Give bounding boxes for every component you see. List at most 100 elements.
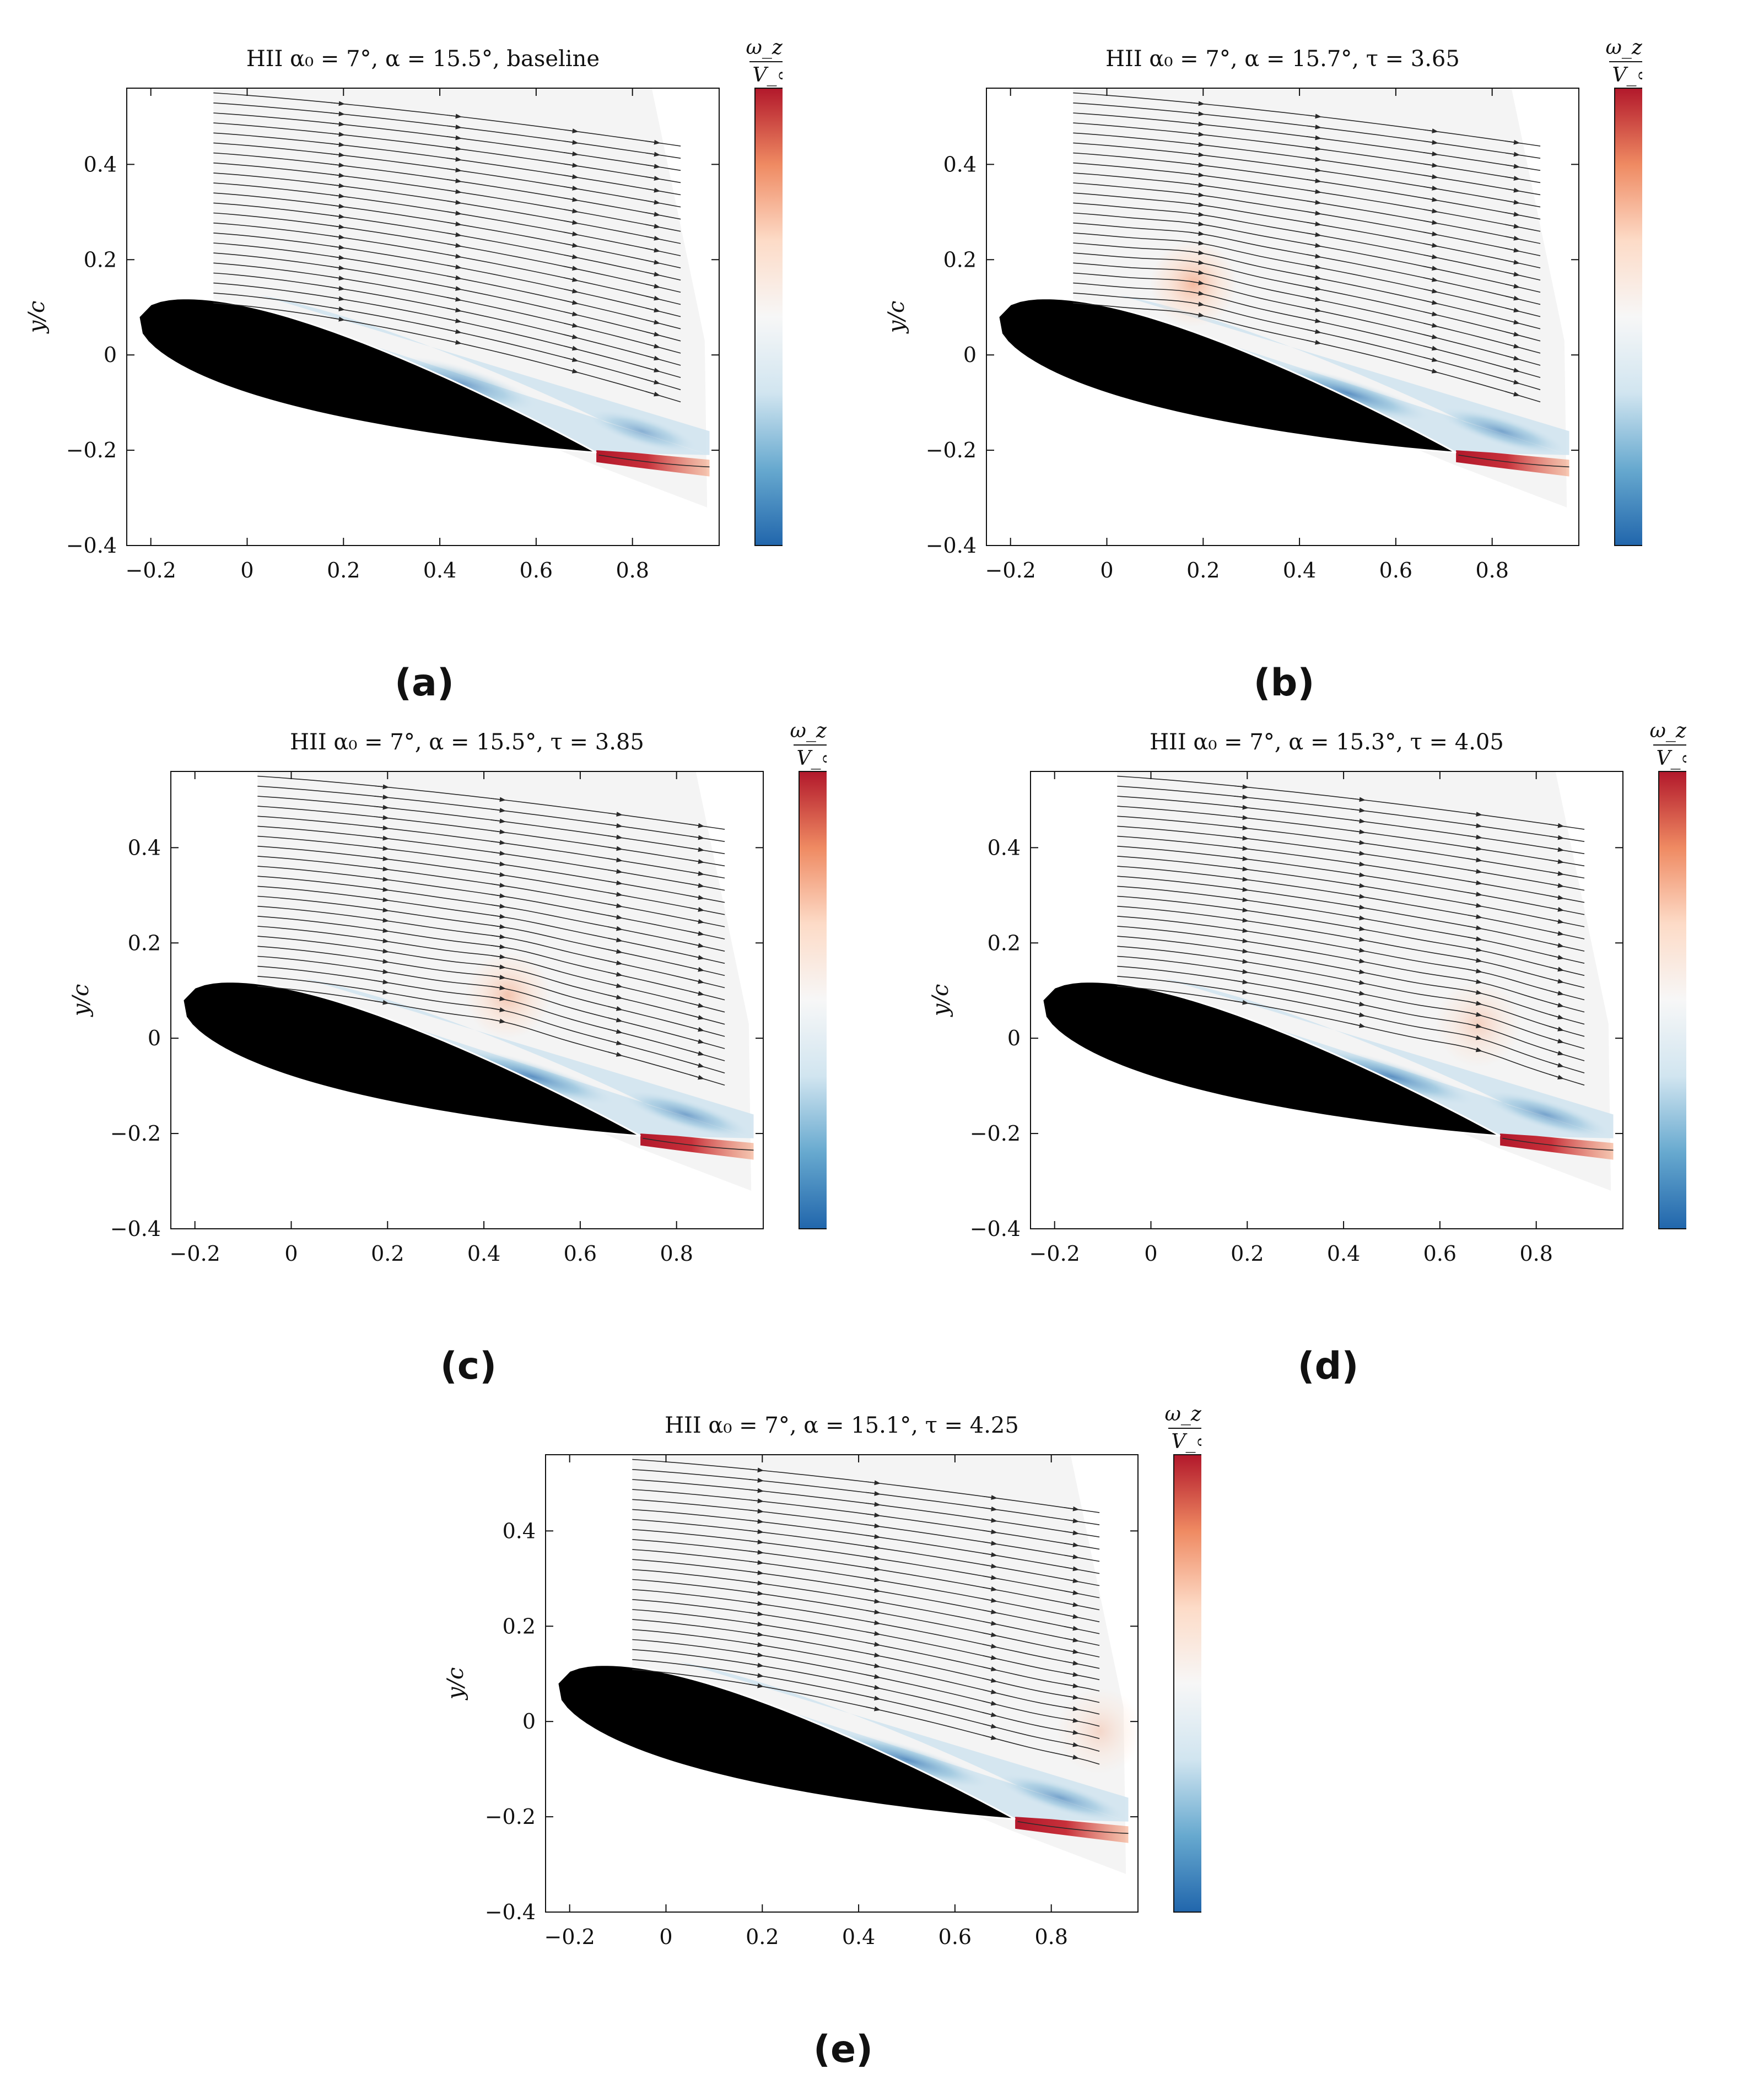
x-tick-label: 0.8 <box>1475 558 1508 582</box>
streamline-arrow <box>1307 156 1321 162</box>
wake-streamline <box>1502 1137 1614 1151</box>
streamline-arrow <box>982 1609 997 1615</box>
streamline-arrow <box>1351 958 1366 964</box>
streamline-arrow <box>374 908 389 912</box>
streamline-arrow <box>1423 151 1438 156</box>
streamline-arrow <box>1190 192 1205 198</box>
streamline-arrow <box>491 840 506 845</box>
streamline-arrow <box>447 318 462 323</box>
streamline <box>1117 946 1585 1037</box>
streamline-arrow <box>1468 834 1482 840</box>
streamline-arrow <box>1234 835 1249 841</box>
streamline-arrow <box>330 142 346 147</box>
y-tick-label: 0.4 <box>84 152 117 176</box>
streamline-arrow <box>1423 197 1438 202</box>
streamlines <box>1117 775 1585 1086</box>
streamline-arrow <box>447 114 462 119</box>
streamline-arrow <box>1351 861 1366 867</box>
streamline <box>257 926 725 1013</box>
streamline <box>213 112 681 171</box>
streamline-arrow <box>1505 139 1520 145</box>
streamline <box>257 825 725 891</box>
streamline-arrow <box>1190 212 1205 217</box>
y-tick-label: −0.4 <box>926 533 977 558</box>
streamline-arrow <box>689 1002 705 1008</box>
streamline-arrow <box>1190 101 1205 106</box>
streamline-arrow <box>689 1038 705 1044</box>
streamline-arrow <box>866 1588 881 1593</box>
streamline-arrow <box>563 368 579 374</box>
streamline-arrow <box>983 1529 997 1535</box>
streamline-arrow <box>374 835 390 841</box>
streamline-arrow <box>866 1674 881 1679</box>
streamline-arrow <box>982 1666 997 1672</box>
streamline-arrow <box>1351 840 1366 845</box>
streamline-arrow <box>1423 300 1438 305</box>
streamline-arrow <box>607 971 623 977</box>
streamline-arrow <box>749 1621 764 1627</box>
streamline-arrow <box>447 307 462 312</box>
streamline-arrow <box>1064 1694 1080 1700</box>
streamline-arrow <box>1351 980 1366 985</box>
streamline-arrow <box>983 1506 997 1511</box>
streamline-arrow <box>1467 1035 1482 1040</box>
streamline-arrow <box>1190 182 1205 188</box>
streamline-arrow <box>645 283 661 289</box>
streamline-arrow <box>1064 1754 1080 1760</box>
streamline-arrow <box>563 300 579 305</box>
x-tick-label: −0.2 <box>544 1925 595 1949</box>
y-tick-label: 0.4 <box>943 152 977 176</box>
streamline-arrow <box>374 938 389 943</box>
streamline <box>1117 976 1585 1073</box>
streamline-arrow <box>689 1074 705 1080</box>
plot-area <box>997 88 1569 507</box>
streamline-arrow <box>1351 1001 1366 1007</box>
streamline-arrow <box>749 1683 764 1688</box>
streamline-arrow <box>645 307 661 313</box>
streamline-arrow <box>491 924 506 930</box>
streamline-arrow <box>1467 1047 1482 1052</box>
streamline-arrow <box>1505 260 1520 265</box>
streamline-arrow <box>645 164 661 169</box>
streamline-arrow <box>491 807 506 813</box>
streamline-arrow <box>866 1556 881 1561</box>
streamline-arrow <box>1549 1025 1565 1032</box>
streamline-arrow <box>982 1678 997 1683</box>
chart-title: HII α₀ = 7°, α = 15.3°, τ = 4.05 <box>1150 730 1504 755</box>
streamline-arrow <box>749 1570 764 1575</box>
wake-vorticity <box>640 1133 754 1160</box>
negative-vorticity-blob <box>1481 1090 1611 1139</box>
positive-vorticity-blob <box>1056 1687 1138 1775</box>
streamline-arrow <box>1190 202 1205 207</box>
streamline-arrow <box>749 1611 764 1617</box>
subfigure-a: HII α₀ = 7°, α = 15.5°, baseline −0.2 0 0.2… <box>0 33 841 617</box>
y-tick-label: 0 <box>1007 1026 1021 1050</box>
x-tick-label: 0.6 <box>520 558 553 582</box>
negative-vorticity-blob <box>586 409 698 453</box>
streamline-arrow <box>982 1723 997 1729</box>
streamline-arrow <box>1468 846 1482 851</box>
streamline-arrow <box>491 893 506 898</box>
streamline-arrow <box>645 331 661 337</box>
streamline-arrow <box>330 306 345 311</box>
colorbar-label-numerator: ω_z c <box>1606 36 1642 59</box>
streamline-arrow <box>330 193 346 198</box>
streamline-arrow <box>564 128 579 134</box>
streamline-arrow <box>564 139 579 145</box>
streamline-arrow <box>982 1689 997 1694</box>
streamline-arrow <box>491 872 506 877</box>
y-tick-label: 0.2 <box>988 931 1021 955</box>
streamline <box>257 936 725 1025</box>
chart-svg: HII α₀ = 7°, α = 15.5°, τ = 3.85 −0.2 0 0.2… <box>68 720 886 1300</box>
streamline-arrow <box>1423 277 1438 282</box>
y-tick-label: 0 <box>148 1026 161 1050</box>
streamline-arrow <box>1064 1706 1080 1711</box>
streamline-arrow <box>1351 818 1366 824</box>
streamline-arrow <box>1468 880 1482 885</box>
x-tick-label: 0.8 <box>616 558 649 582</box>
streamline-arrow <box>1351 851 1366 856</box>
streamline-arrow <box>749 1601 764 1606</box>
streamline-arrow <box>645 247 661 253</box>
x-tick-label: 0.8 <box>1034 1925 1067 1949</box>
streamline-arrow <box>374 815 390 820</box>
